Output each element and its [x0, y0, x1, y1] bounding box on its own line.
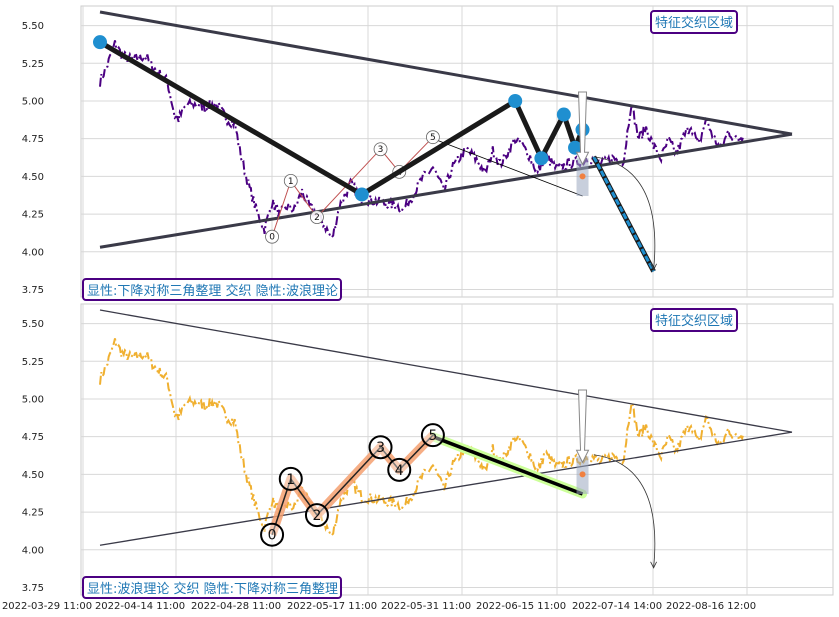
x-tick-label: 2022-06-15 11:00 — [476, 601, 566, 612]
wave-point-label: 5 — [430, 133, 436, 143]
wave-point-marker — [368, 435, 393, 460]
y-tick-label: 5.00 — [22, 96, 44, 107]
projection-arc-head — [650, 561, 657, 569]
feature-arrow — [575, 389, 590, 464]
bottom-annotation-text: 特征交织区域 — [655, 313, 733, 329]
projection-arc-head — [650, 263, 657, 271]
wave-point-marker — [420, 423, 445, 448]
top-legend: 显性:下降对称三角整理 交织 隐性:波浪理论 — [82, 278, 342, 301]
bottom-legend-text: 显性:波浪理论 交织 隐性:下降对称三角整理 — [87, 581, 338, 597]
bottom-content: 0 1 2 34 5 — [99, 309, 793, 569]
top-legend-text: 显性:下降对称三角整理 交织 隐性:波浪理论 — [87, 283, 338, 299]
top-y-ticks: 3.75 4.00 4.25 4.50 4.75 5.00 5.25 5.50 — [22, 21, 44, 296]
feature-arrow — [575, 91, 590, 166]
x-tick-label: 2022-03-29 11:00 — [2, 601, 92, 612]
y-tick-label: 5.00 — [22, 394, 44, 405]
wave-channel-line — [432, 138, 583, 197]
bottom-legend: 显性:波浪理论 交织 隐性:下降对称三角整理 — [82, 576, 342, 599]
triangle-upper-line — [99, 309, 793, 433]
price-series-line — [99, 40, 745, 239]
y-tick-label: 4.50 — [22, 470, 44, 481]
triangle-upper-line — [99, 10, 793, 136]
wave-point-label: 3 — [378, 145, 384, 155]
wave-point-label: 1 — [286, 472, 295, 488]
wave-point-marker — [265, 229, 279, 244]
x-tick-label: 2022-04-28 11:00 — [191, 601, 281, 612]
wave-point-label: 2 — [314, 213, 320, 223]
y-tick-label: 4.75 — [22, 432, 44, 443]
wave-point-marker — [278, 466, 303, 491]
triangle-pivot-dot — [93, 35, 107, 50]
y-tick-label: 5.25 — [22, 59, 44, 70]
projection-arc — [593, 454, 656, 568]
wave-point-label: 2 — [312, 508, 321, 524]
triangle-pivot-dot — [556, 107, 571, 122]
bottom-grid — [81, 304, 833, 595]
y-tick-label: 4.25 — [22, 210, 44, 221]
wave-path — [271, 434, 434, 535]
feature-point — [579, 173, 586, 180]
x-tick-label: 2022-04-14 11:00 — [95, 601, 185, 612]
wave-point-label: 3 — [376, 440, 385, 456]
y-tick-label: 4.25 — [22, 508, 44, 519]
x-tick-label: 2022-07-14 14:00 — [572, 601, 662, 612]
wave-point-marker — [283, 174, 298, 188]
bottom-y-ticks: 3.75 4.00 4.25 4.50 4.75 5.00 5.25 5.50 — [22, 319, 44, 594]
top-panel: 3.754.004.254.504.755.005.255.50 012345 … — [22, 5, 834, 301]
triangle-pivot-dot — [508, 93, 523, 108]
wave-point-marker — [426, 130, 440, 145]
y-tick-label: 5.25 — [22, 357, 44, 368]
y-tick-label: 4.00 — [22, 545, 44, 556]
projection-line — [592, 156, 655, 273]
x-tick-label: 2022-08-16 12:00 — [666, 601, 756, 612]
projection-arc — [593, 156, 656, 270]
x-axis-ticks: 2022-03-29 11:00 2022-04-14 11:00 2022-04-… — [2, 601, 756, 612]
y-tick-label: 3.75 — [22, 285, 44, 296]
bottom-panel: 3.754.004.254.504.755.005.255.50 012345 … — [22, 303, 834, 599]
feature-point — [579, 471, 586, 478]
wave-point-label: 0 — [268, 528, 277, 544]
triangle-lower-line — [99, 431, 793, 546]
y-tick-label: 4.00 — [22, 247, 44, 258]
wave-point-label: 5 — [428, 428, 437, 444]
wave-point-marker — [260, 522, 285, 547]
top-annotation-text: 特征交织区域 — [655, 15, 733, 31]
y-tick-label: 4.75 — [22, 134, 44, 145]
y-tick-label: 4.50 — [22, 172, 44, 183]
triangle-pivot-dot — [568, 140, 583, 155]
price-series-line-faded — [99, 338, 745, 537]
x-tick-label: 2022-05-31 11:00 — [381, 601, 471, 612]
wave-point-label: 4 — [395, 463, 404, 479]
y-tick-label: 3.75 — [22, 583, 44, 594]
wave-point-label: 0 — [269, 233, 275, 243]
wave-channel-line — [432, 435, 584, 496]
wave-point-marker — [373, 142, 388, 157]
wave-point-label: 1 — [288, 177, 294, 187]
top-grid — [81, 6, 833, 297]
wave-point-marker — [387, 457, 412, 482]
triangle-pivot-dot — [354, 187, 369, 202]
triangle-pivot-dot — [534, 151, 549, 166]
y-tick-label: 5.50 — [22, 319, 44, 330]
y-tick-label: 5.50 — [22, 21, 44, 32]
wave-point-marker — [310, 210, 324, 224]
bottom-annotation-badge: 特征交织区域 — [650, 308, 738, 332]
top-annotation-badge: 特征交织区域 — [650, 10, 738, 34]
x-tick-label: 2022-05-17 11:00 — [287, 601, 377, 612]
triangle-lower-line — [99, 132, 793, 249]
wave-point-marker — [304, 503, 329, 528]
